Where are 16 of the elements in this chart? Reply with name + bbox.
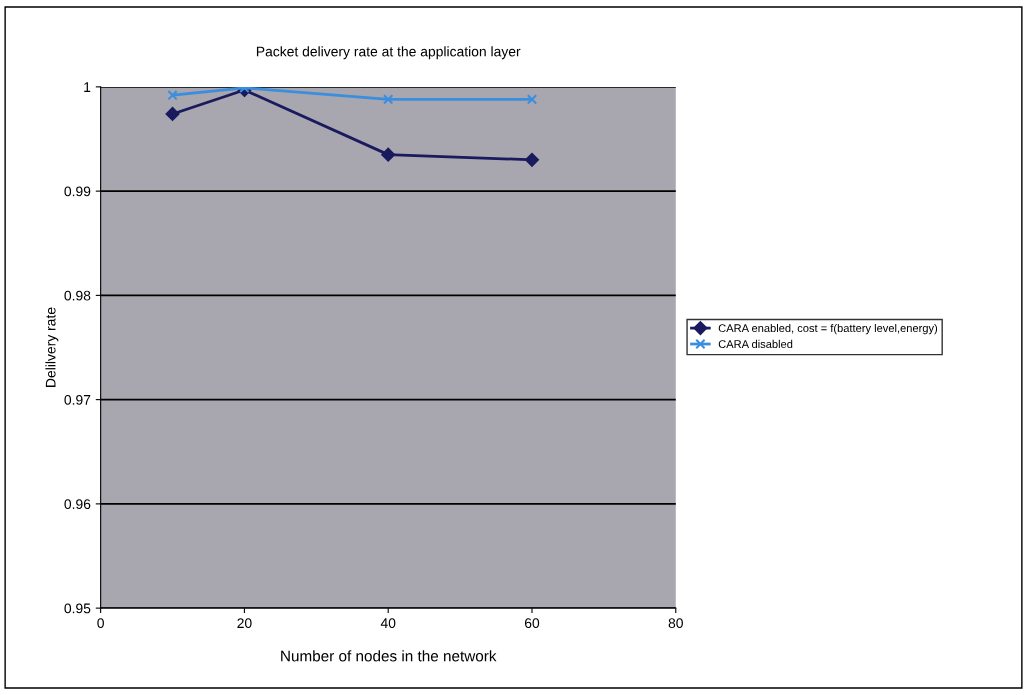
x-tick-label: 40	[380, 618, 396, 629]
y-tick-label: 0.95	[64, 603, 91, 614]
legend-label: CARA disabled	[718, 339, 793, 349]
x-tick-label: 20	[237, 618, 252, 629]
chart-title: Packet delivery rate at the application layer	[256, 46, 521, 60]
x-tick-label: 0	[97, 618, 104, 629]
x-tick-label: 80	[668, 618, 683, 629]
legend-label: CARA enabled, cost = f(battery level,energy)	[718, 323, 938, 335]
y-tick-label: 1	[84, 82, 91, 92]
y-tick-label: 0.99	[64, 186, 91, 197]
x-tick-label: 60	[524, 618, 540, 629]
y-tick-label: 0.96	[64, 499, 91, 510]
x-axis-title: Number of nodes in the network	[281, 650, 497, 662]
y-tick-label: 0.97	[64, 394, 91, 405]
y-tick-label: 0.98	[64, 290, 91, 301]
y-axis-title: Delilvery rate	[45, 307, 59, 387]
